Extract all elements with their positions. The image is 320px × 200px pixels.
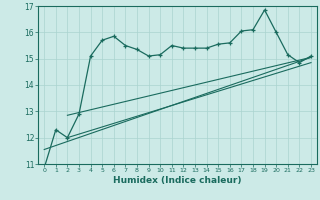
X-axis label: Humidex (Indice chaleur): Humidex (Indice chaleur) [113, 176, 242, 185]
